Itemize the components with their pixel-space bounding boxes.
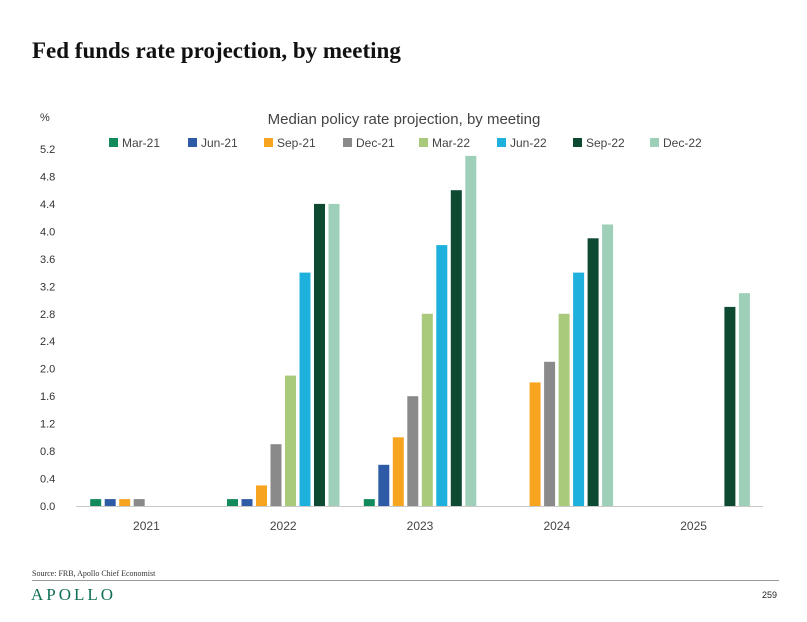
bar xyxy=(544,361,556,506)
legend-label: Jun-21 xyxy=(201,136,238,150)
y-tick-label: 3.6 xyxy=(40,254,55,266)
bar xyxy=(421,313,433,506)
legend-swatch xyxy=(419,138,428,147)
source-note: Source: FRB, Apollo Chief Economist xyxy=(32,569,156,578)
legend-label: Mar-22 xyxy=(432,136,470,150)
y-tick-label: 2.4 xyxy=(40,336,55,348)
legend-swatch xyxy=(109,138,118,147)
bar xyxy=(328,203,340,506)
y-tick-label: 4.4 xyxy=(40,199,55,211)
y-tick-label: 0.4 xyxy=(40,474,55,486)
bar xyxy=(465,155,477,506)
legend-label: Mar-21 xyxy=(122,136,160,150)
y-axis-ticks: 0.0 0.4 0.8 1.2 1.6 2.0 2.4 2.8 3.2 3.6 4.0 4.4 4.8 5… xyxy=(40,144,55,513)
page-title: Fed funds rate projection, by meeting xyxy=(32,38,401,63)
x-tick-label: 2025 xyxy=(680,519,707,533)
legend-label: Sep-22 xyxy=(586,136,625,150)
x-tick-label: 2024 xyxy=(543,519,570,533)
apollo-logo: APOLLO xyxy=(31,585,117,604)
legend-swatch xyxy=(573,138,582,147)
legend-swatch xyxy=(343,138,352,147)
y-tick-label: 0.8 xyxy=(40,446,55,458)
x-axis-ticks: 2021 2022 2023 2024 2025 xyxy=(133,519,707,533)
legend-swatch xyxy=(650,138,659,147)
bar xyxy=(314,203,325,506)
bar xyxy=(90,499,102,506)
bar xyxy=(436,245,448,506)
bars xyxy=(90,155,750,507)
y-axis-unit-label: % xyxy=(40,112,50,124)
y-tick-label: 4.8 xyxy=(40,171,55,183)
bar xyxy=(119,499,131,506)
bar-chart: Median policy rate projection, by meetin… xyxy=(40,111,763,533)
footer-divider xyxy=(32,580,779,581)
bar xyxy=(285,375,296,506)
y-tick-label: 3.2 xyxy=(40,281,55,293)
bar xyxy=(133,499,145,506)
y-tick-label: 5.2 xyxy=(40,144,55,156)
bar xyxy=(738,293,750,506)
bar xyxy=(602,224,614,506)
legend-swatch xyxy=(188,138,197,147)
chart-title: Median policy rate projection, by meetin… xyxy=(268,111,541,128)
legend-swatch xyxy=(264,138,273,147)
bar xyxy=(450,190,462,506)
y-tick-label: 1.2 xyxy=(40,419,55,431)
page-number: 259 xyxy=(761,590,777,600)
y-tick-label: 1.6 xyxy=(40,391,55,403)
bar xyxy=(558,313,570,506)
bar xyxy=(227,499,238,506)
bar xyxy=(363,499,375,506)
legend-label: Dec-21 xyxy=(356,136,395,150)
bar xyxy=(256,485,267,506)
legend-label: Dec-22 xyxy=(663,136,702,150)
y-tick-label: 2.8 xyxy=(40,309,55,321)
bar xyxy=(241,499,253,506)
bar xyxy=(378,464,390,506)
bar xyxy=(587,238,599,507)
bar xyxy=(392,437,404,506)
bar xyxy=(573,272,585,506)
legend-label: Jun-22 xyxy=(510,136,547,150)
x-tick-label: 2023 xyxy=(407,519,434,533)
bar xyxy=(724,306,736,506)
bar xyxy=(299,272,311,506)
x-tick-label: 2021 xyxy=(133,519,160,533)
legend: Mar-21 Jun-21 Sep-21 Dec-21 Mar-22 Jun-22 Sep-… xyxy=(109,136,702,150)
y-tick-label: 0.0 xyxy=(40,501,55,513)
legend-swatch xyxy=(497,138,506,147)
legend-label: Sep-21 xyxy=(277,136,316,150)
bar xyxy=(104,499,116,506)
bar xyxy=(529,382,541,506)
y-tick-label: 4.0 xyxy=(40,226,55,238)
x-tick-label: 2022 xyxy=(270,519,297,533)
bar xyxy=(407,396,419,506)
bar xyxy=(270,444,282,506)
y-tick-label: 2.0 xyxy=(40,364,55,376)
